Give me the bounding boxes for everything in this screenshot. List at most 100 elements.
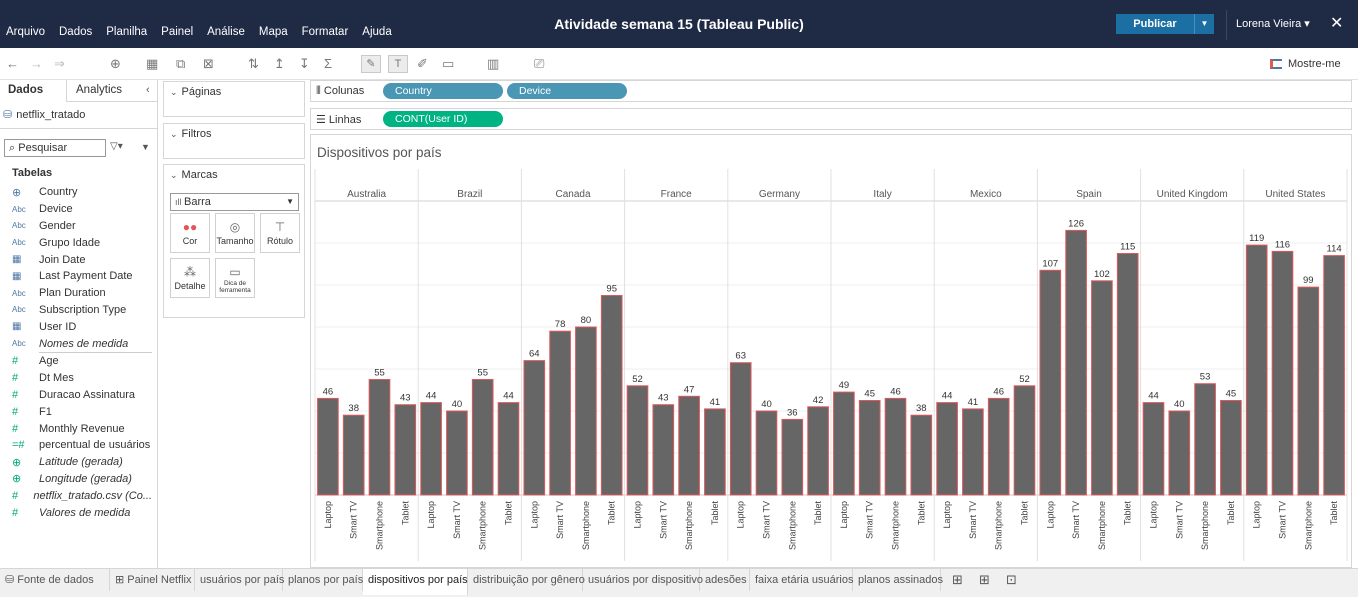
show-labels-icon[interactable]: T bbox=[388, 55, 408, 73]
device-pill[interactable]: Device bbox=[507, 83, 627, 99]
field-netflix-tratado-csv-co[interactable]: # netflix_tratado.csv (Co... bbox=[12, 487, 152, 504]
field-user-id[interactable]: ▦ User ID bbox=[12, 318, 152, 335]
field-age[interactable]: # Age bbox=[12, 353, 152, 370]
sort-asc-icon[interactable]: ↥ bbox=[274, 56, 285, 71]
menu-mapa[interactable]: Mapa bbox=[258, 26, 288, 38]
detail-button[interactable]: ⁂ Detalhe bbox=[170, 258, 210, 298]
field-plan-duration[interactable]: Abc Plan Duration bbox=[12, 285, 152, 302]
filter-icon[interactable]: ▽▾ bbox=[110, 141, 123, 152]
tab-dados[interactable]: Dados bbox=[8, 84, 44, 96]
chevron-down-icon[interactable]: ▼ bbox=[1194, 14, 1214, 34]
menu-planilha[interactable]: Planilha bbox=[106, 26, 148, 38]
redo-icon[interactable]: → bbox=[30, 56, 43, 71]
close-icon[interactable]: ✕ bbox=[1330, 15, 1344, 32]
data-source[interactable]: ⛁ netflix_tratado bbox=[3, 108, 85, 121]
menu-arquivo[interactable]: Arquivo bbox=[6, 26, 45, 38]
size-button[interactable]: ◎ Tamanho bbox=[215, 213, 255, 253]
menu-ajuda[interactable]: Ajuda bbox=[362, 26, 392, 38]
tooltip-icon: ▭ bbox=[229, 265, 241, 279]
tab-adesoes[interactable]: adesões bbox=[700, 569, 750, 591]
totals-icon[interactable]: Σ bbox=[324, 56, 333, 71]
columns-label: ⦀ Colunas bbox=[316, 85, 364, 98]
tab-fonte-de-dados[interactable]: ⛁ Fonte de dados bbox=[0, 569, 110, 591]
collapse-icon[interactable]: ⌄ bbox=[170, 87, 178, 97]
data-label: 78 bbox=[555, 319, 566, 330]
data-label: 44 bbox=[426, 391, 437, 402]
rows-shelf[interactable]: ☰ Linhas CONT(User ID) bbox=[310, 108, 1352, 130]
tab-usuarios-por-dispositivo[interactable]: usuários por dispositivo bbox=[583, 569, 703, 591]
field-longitude-gerada[interactable]: ⊕ Longitude (gerada) bbox=[12, 471, 152, 488]
new-dashboard-icon[interactable]: ⊞ bbox=[979, 572, 990, 587]
fit-icon[interactable]: ▭ bbox=[442, 56, 455, 71]
count-userid-pill[interactable]: CONT(User ID) bbox=[383, 111, 503, 127]
field-name: Age bbox=[39, 355, 59, 368]
new-story-icon[interactable]: ⊡ bbox=[1006, 572, 1017, 587]
tab-underline bbox=[0, 101, 66, 103]
pages-card[interactable]: ⌄ Páginas bbox=[163, 81, 305, 117]
field-f1[interactable]: # F1 bbox=[12, 403, 152, 420]
publish-button[interactable]: Publicar ▼ bbox=[1116, 14, 1214, 34]
tab-dispositivos-por-pais[interactable]: dispositivos por país bbox=[363, 569, 468, 595]
duplicate-sheet-icon[interactable]: ⧉ bbox=[176, 56, 186, 71]
menu-painel[interactable]: Painel bbox=[161, 26, 194, 38]
show-me-button[interactable]: Mostre-me bbox=[1270, 58, 1341, 70]
tooltip-button[interactable]: ▭ Dica de ferramenta bbox=[215, 258, 255, 298]
menu-formatar[interactable]: Formatar bbox=[301, 26, 349, 38]
undo-icon[interactable]: ← bbox=[6, 56, 19, 71]
label-button[interactable]: ⊤ Rótulo bbox=[260, 213, 300, 253]
new-datasource-icon[interactable]: ⊕ bbox=[110, 56, 121, 71]
bar bbox=[1168, 410, 1191, 496]
chart-type-icon[interactable]: ▥ bbox=[487, 56, 500, 71]
search-input[interactable]: ⌕ Pesquisar bbox=[4, 139, 106, 157]
tab-analytics[interactable]: Analytics bbox=[76, 84, 123, 96]
new-worksheet-icon[interactable]: ⊞ bbox=[952, 572, 963, 587]
menu-analise[interactable]: Análise bbox=[207, 26, 245, 38]
collapse-pane-icon[interactable]: ‹ bbox=[146, 84, 150, 96]
replay-icon[interactable]: ⇒ bbox=[54, 56, 65, 71]
filters-card[interactable]: ⌄ Filtros bbox=[163, 123, 305, 159]
field-duracao-assinatura[interactable]: # Duracao Assinatura bbox=[12, 387, 152, 404]
mark-type-select[interactable]: ıll Barra ▼ bbox=[170, 193, 299, 211]
field-dt-mes[interactable]: # Dt Mes bbox=[12, 370, 152, 387]
bar bbox=[600, 295, 623, 496]
sort-desc-icon[interactable]: ↧ bbox=[299, 56, 310, 71]
color-button[interactable]: ●● Cor bbox=[170, 213, 210, 253]
field-subscription-type[interactable]: Abc Subscription Type bbox=[12, 302, 152, 319]
highlight-icon[interactable]: ✎ bbox=[361, 55, 381, 73]
tab-usuarios-por-pais[interactable]: usuários por país bbox=[195, 569, 284, 591]
more-options-icon[interactable]: ▼ bbox=[141, 142, 150, 152]
bar bbox=[910, 414, 933, 496]
tab-faixa-etaria-usuarios[interactable]: faixa etária usuários bbox=[750, 569, 853, 591]
group-header-label: Germany bbox=[759, 189, 800, 200]
country-pill[interactable]: Country bbox=[383, 83, 503, 99]
field-monthly-revenue[interactable]: # Monthly Revenue bbox=[12, 420, 152, 437]
field-country[interactable]: ⊕ Country bbox=[12, 184, 152, 201]
field-grupo-idade[interactable]: Abc Grupo Idade bbox=[12, 234, 152, 251]
annotate-icon[interactable]: ✐ bbox=[417, 56, 428, 71]
tab-planos-por-pais[interactable]: planos por país bbox=[283, 569, 363, 591]
field-device[interactable]: Abc Device bbox=[12, 201, 152, 218]
clear-sheet-icon[interactable]: ⊠ bbox=[203, 56, 214, 71]
field-percentual-de-usu-rios[interactable]: =# percentual de usuários bbox=[12, 437, 152, 454]
field-latitude-gerada[interactable]: ⊕ Latitude (gerada) bbox=[12, 454, 152, 471]
swap-icon[interactable]: ⇅ bbox=[248, 56, 259, 71]
field-gender[interactable]: Abc Gender bbox=[12, 218, 152, 235]
tab-distribuicao-por-genero[interactable]: distribuição por gênero bbox=[468, 569, 585, 591]
field-nomes-de-medida[interactable]: Abc Nomes de medida bbox=[12, 335, 152, 352]
data-label: 46 bbox=[993, 386, 1004, 397]
tab-painel-netflix[interactable]: ⊞ Painel Netflix bbox=[110, 569, 195, 591]
field-join-date[interactable]: ▦ Join Date bbox=[12, 251, 152, 268]
sheet-tab-bar: ⛁ Fonte de dados ⊞ Painel Netflix usuários… bbox=[0, 568, 1358, 597]
new-sheet-icon[interactable]: ▦ bbox=[146, 56, 159, 71]
field-name: percentual de usuários bbox=[39, 439, 151, 452]
columns-shelf[interactable]: ⦀ Colunas Country Device bbox=[310, 80, 1352, 102]
collapse-icon[interactable]: ⌄ bbox=[170, 170, 178, 180]
collapse-icon[interactable]: ⌄ bbox=[170, 129, 178, 139]
field-valores-de-medida[interactable]: # Valores de medida bbox=[12, 504, 152, 521]
field-name: Valores de medida bbox=[39, 506, 131, 519]
user-menu[interactable]: Lorena Vieira ▾ bbox=[1226, 10, 1310, 40]
field-last-payment-date[interactable]: ▦ Last Payment Date bbox=[12, 268, 152, 285]
menu-dados[interactable]: Dados bbox=[59, 26, 93, 38]
tab-planos-assinados[interactable]: planos assinados bbox=[853, 569, 943, 591]
present-icon[interactable]: ⎚ bbox=[534, 56, 545, 71]
